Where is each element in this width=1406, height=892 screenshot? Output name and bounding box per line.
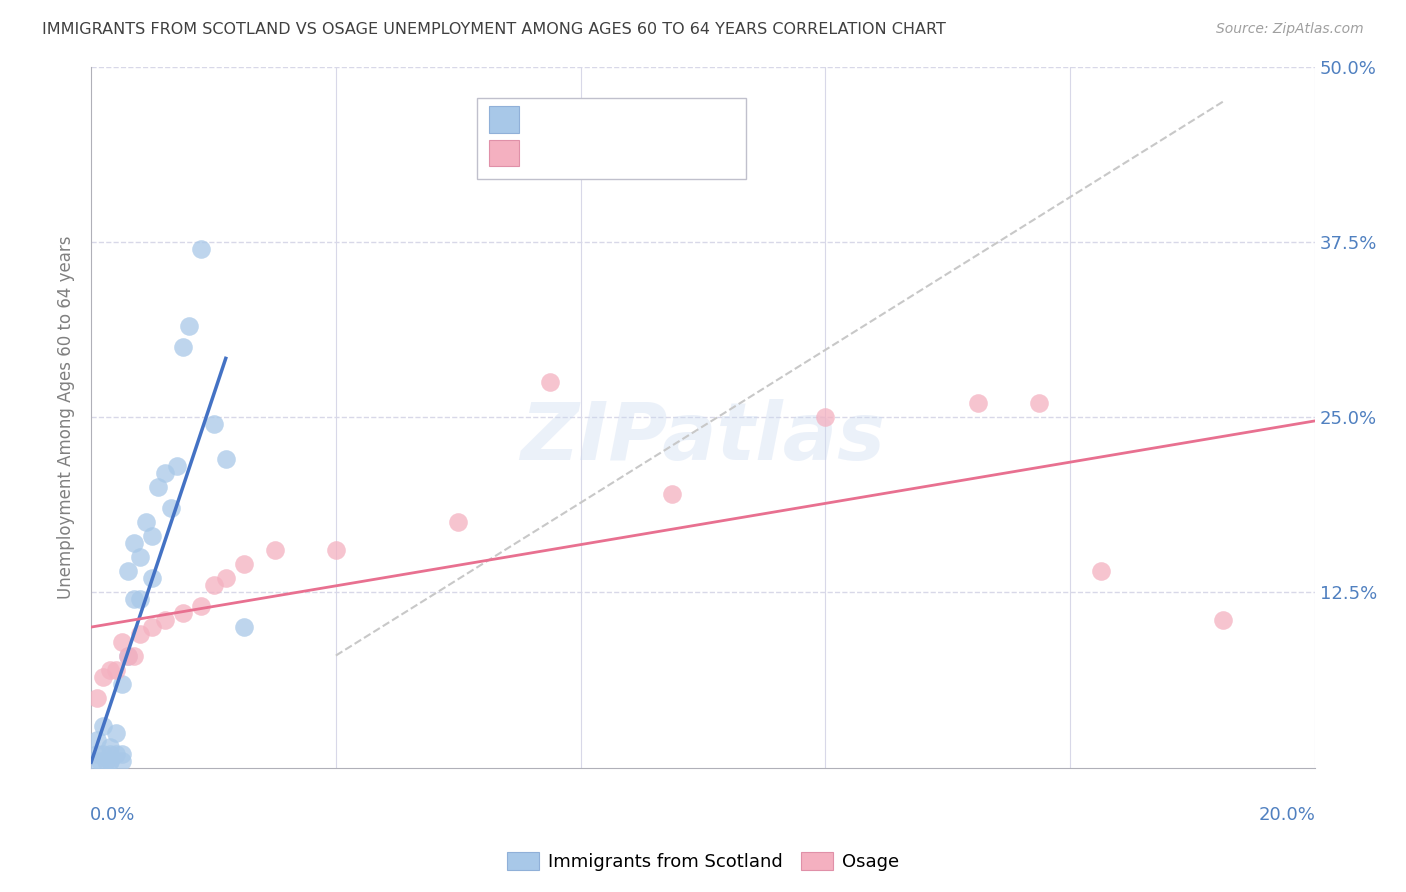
Point <box>122 536 145 550</box>
Text: R =  0.456   N = 25: R = 0.456 N = 25 <box>531 144 709 161</box>
Point <box>98 754 121 768</box>
Legend: Immigrants from Scotland, Osage: Immigrants from Scotland, Osage <box>499 845 907 879</box>
Point <box>104 663 127 677</box>
Point <box>166 459 188 474</box>
Y-axis label: Unemployment Among Ages 60 to 64 years: Unemployment Among Ages 60 to 64 years <box>58 235 75 599</box>
Point <box>153 614 176 628</box>
Point <box>447 516 470 530</box>
Point <box>159 501 181 516</box>
Point <box>141 620 163 634</box>
Point <box>86 732 108 747</box>
Point <box>122 648 145 663</box>
Point <box>233 620 256 634</box>
Point <box>141 529 163 543</box>
Text: IMMIGRANTS FROM SCOTLAND VS OSAGE UNEMPLOYMENT AMONG AGES 60 TO 64 YEARS CORRELA: IMMIGRANTS FROM SCOTLAND VS OSAGE UNEMPL… <box>42 22 946 37</box>
Point <box>190 242 212 256</box>
FancyBboxPatch shape <box>477 98 745 178</box>
Point <box>202 417 225 432</box>
Point <box>111 676 134 690</box>
Point <box>98 754 121 768</box>
Point <box>111 754 134 768</box>
Point <box>111 747 134 761</box>
Point <box>263 543 285 558</box>
Point <box>89 754 111 768</box>
Point <box>83 754 105 768</box>
Point <box>98 663 121 677</box>
Point <box>177 318 200 333</box>
Bar <box>489 106 519 133</box>
Point <box>148 480 170 494</box>
Point <box>96 754 118 768</box>
Point <box>233 558 256 572</box>
Point <box>129 550 152 565</box>
Point <box>1212 614 1234 628</box>
Point <box>98 739 121 754</box>
Point <box>1028 396 1050 410</box>
Point <box>1090 565 1112 579</box>
Point <box>129 592 152 607</box>
Point <box>661 487 683 501</box>
Point <box>814 410 837 425</box>
Point <box>86 747 108 761</box>
Text: ZIPatlas: ZIPatlas <box>520 400 886 477</box>
Point <box>538 375 561 389</box>
Text: 0.0%: 0.0% <box>90 806 135 824</box>
Point <box>93 669 115 683</box>
Point <box>93 718 115 732</box>
Point <box>153 467 176 481</box>
Point <box>117 565 139 579</box>
Point <box>172 607 194 621</box>
Text: 20.0%: 20.0% <box>1258 806 1316 824</box>
Point <box>190 599 212 614</box>
Point <box>215 571 238 585</box>
Point <box>117 648 139 663</box>
Bar <box>489 139 519 166</box>
Point <box>129 627 152 641</box>
Point <box>215 452 238 467</box>
Point <box>104 747 127 761</box>
Point <box>141 571 163 585</box>
Point <box>98 747 121 761</box>
Point <box>117 648 139 663</box>
Text: Source: ZipAtlas.com: Source: ZipAtlas.com <box>1216 22 1364 37</box>
Point <box>202 578 225 592</box>
Text: R =  0.461   N = 35: R = 0.461 N = 35 <box>531 111 707 128</box>
Point <box>135 516 157 530</box>
Point <box>93 747 115 761</box>
Point <box>122 592 145 607</box>
Point <box>325 543 347 558</box>
Point <box>172 340 194 354</box>
Point <box>86 690 108 705</box>
Point <box>967 396 990 410</box>
Point <box>104 725 127 739</box>
Point <box>111 634 134 648</box>
